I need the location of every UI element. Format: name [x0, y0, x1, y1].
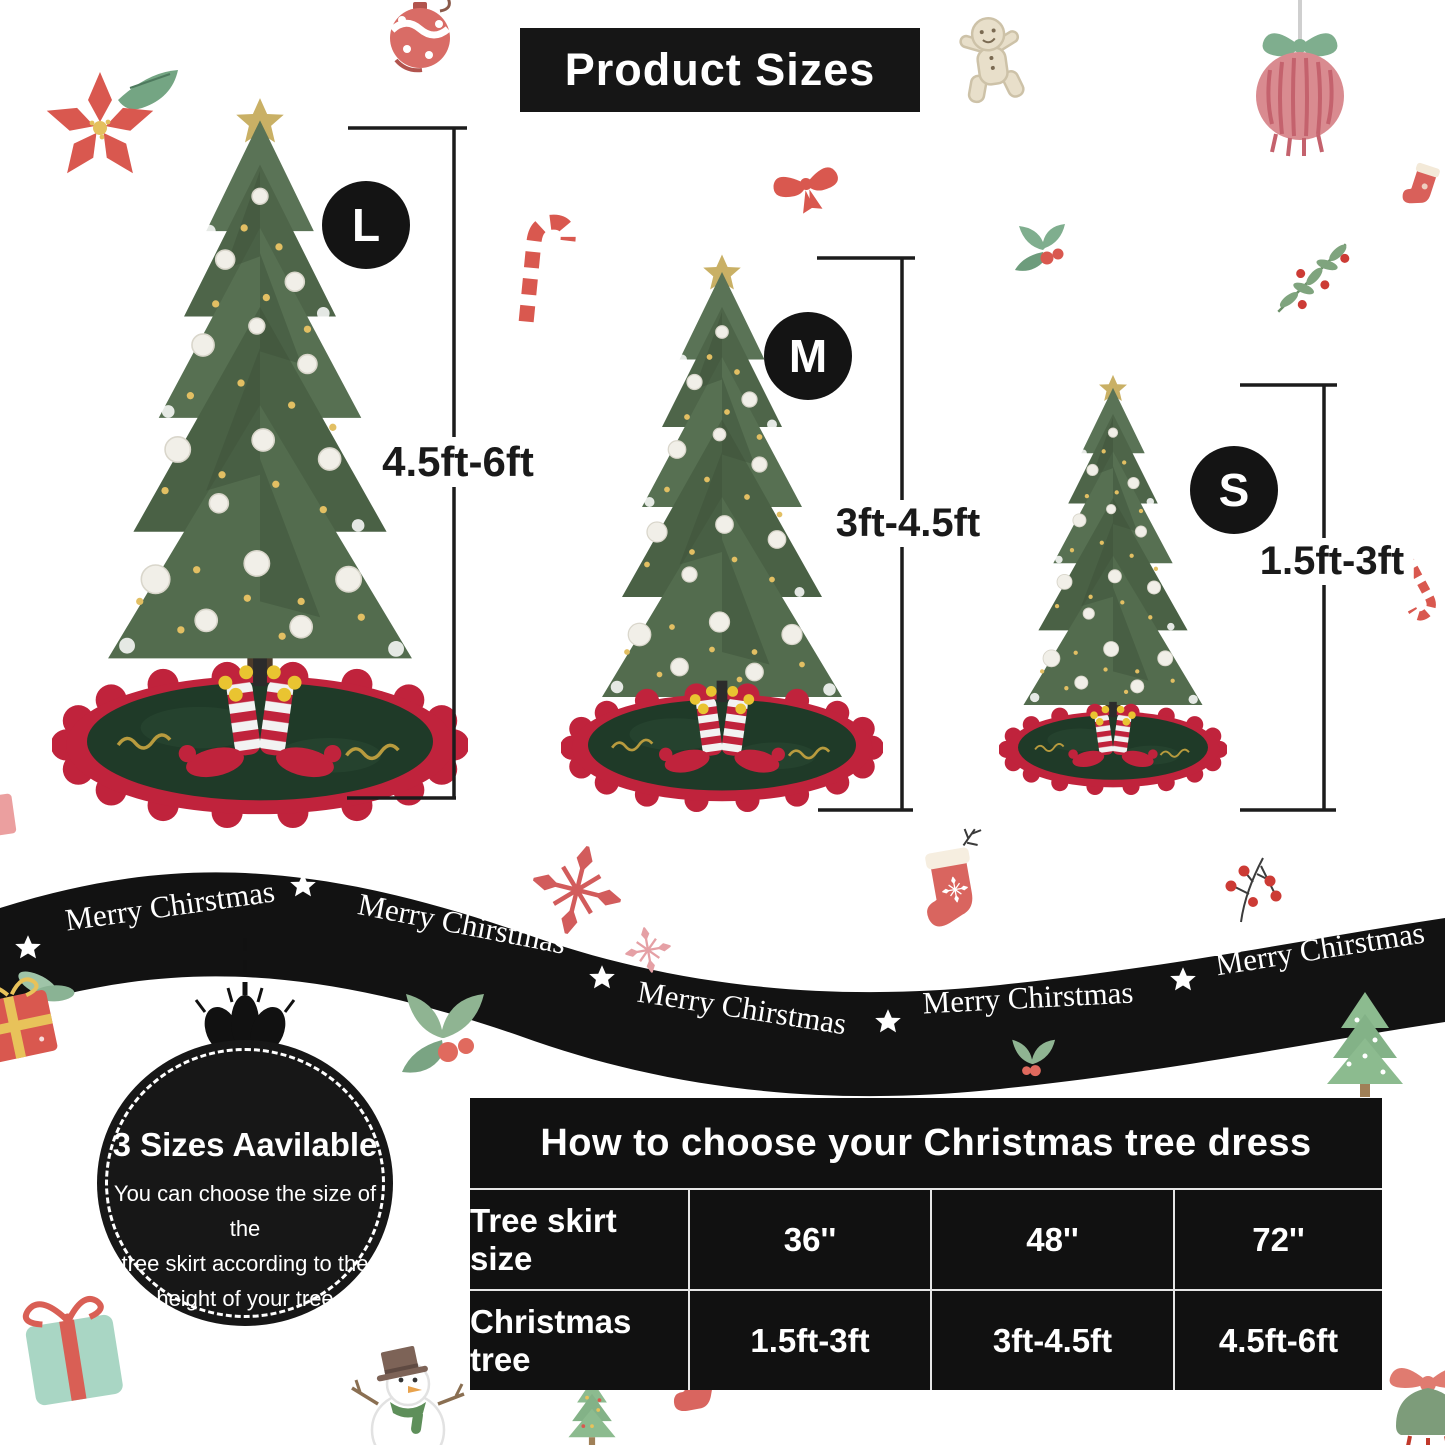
size-table-title: How to choose your Christmas tree dress [540, 1121, 1312, 1164]
table-cell: 72'' [1252, 1220, 1305, 1258]
badge-line: You can choose the size of the [113, 1181, 377, 1241]
row-header: Christmas tree [470, 1291, 690, 1390]
badge-line: tree skirt according to the [121, 1251, 369, 1276]
merry-christmas-ribbon [0, 872, 1445, 1097]
tree-flat-icon [1327, 992, 1403, 1097]
size-table: How to choose your Christmas tree dress … [470, 1098, 1382, 1390]
table-cell: 4.5ft-6ft [1218, 1321, 1339, 1359]
height-range-medium: 3ft-4.5ft [825, 500, 991, 547]
gift-teal-icon [22, 1295, 123, 1406]
candy-cane-icon [518, 214, 576, 323]
table-cell: 1.5ft-3ft [690, 1291, 932, 1390]
tree-skirt-small [999, 700, 1227, 795]
badge-description: You can choose the size of the tree skir… [97, 1176, 393, 1316]
tree-flat-icon [568, 1380, 616, 1445]
red-bow-icon [773, 167, 838, 214]
badge-line: height of your tree [156, 1286, 334, 1311]
gingerbread-man-icon [959, 17, 1025, 104]
badge-title: 3 Sizes Aavilable [112, 1126, 378, 1163]
gift-red-icon [0, 971, 75, 1065]
size-badge-small: S [1190, 446, 1278, 534]
poinsettia-icon [46, 70, 178, 174]
table-row: Christmas tree 1.5ft-3ft 3ft-4.5ft 4.5ft… [470, 1289, 1382, 1390]
bell-icon [1389, 1367, 1445, 1445]
stocking-snowflake-icon [925, 828, 982, 927]
hanging-ornament-icon [1256, 0, 1344, 157]
snowman-icon [351, 1345, 465, 1445]
berry-branch-icon [1225, 857, 1282, 923]
page-title: Product Sizes [520, 28, 920, 112]
page-title-text: Product Sizes [564, 44, 876, 95]
tree-skirt-medium [561, 679, 883, 812]
edge-ornament-icon [0, 793, 17, 836]
berry-sprig-icon [1277, 243, 1350, 313]
holly-icon [1015, 224, 1065, 271]
row-header: Tree skirt size [470, 1190, 690, 1289]
height-range-small: 1.5ft-3ft [1249, 538, 1415, 585]
size-badge-large: L [322, 181, 410, 269]
badge-hanger [194, 938, 296, 1054]
size-badge-label: L [351, 199, 381, 251]
size-badge-label: S [1218, 464, 1250, 516]
ornament-ball-icon [389, 0, 451, 73]
height-range-large: 4.5ft-6ft [372, 437, 544, 487]
candy-cane-icon [1401, 551, 1436, 621]
stocking-icon [1402, 162, 1440, 204]
table-row: Tree skirt size 36'' 48'' 72'' [470, 1188, 1382, 1289]
table-cell: 3ft-4.5ft [932, 1291, 1175, 1390]
table-cell: 48'' [932, 1190, 1175, 1289]
christmas-tree-small [999, 374, 1227, 795]
tree-skirt-large [52, 656, 468, 828]
holly-icon [402, 994, 484, 1073]
sizes-available-badge: 3 Sizes Aavilable You can choose the siz… [97, 1040, 393, 1326]
size-badge-label: M [788, 330, 828, 382]
table-cell: 36'' [690, 1190, 932, 1289]
holly-icon [1012, 1039, 1056, 1077]
measurement-bracket-small [1240, 383, 1337, 812]
size-badge-medium: M [764, 312, 852, 400]
